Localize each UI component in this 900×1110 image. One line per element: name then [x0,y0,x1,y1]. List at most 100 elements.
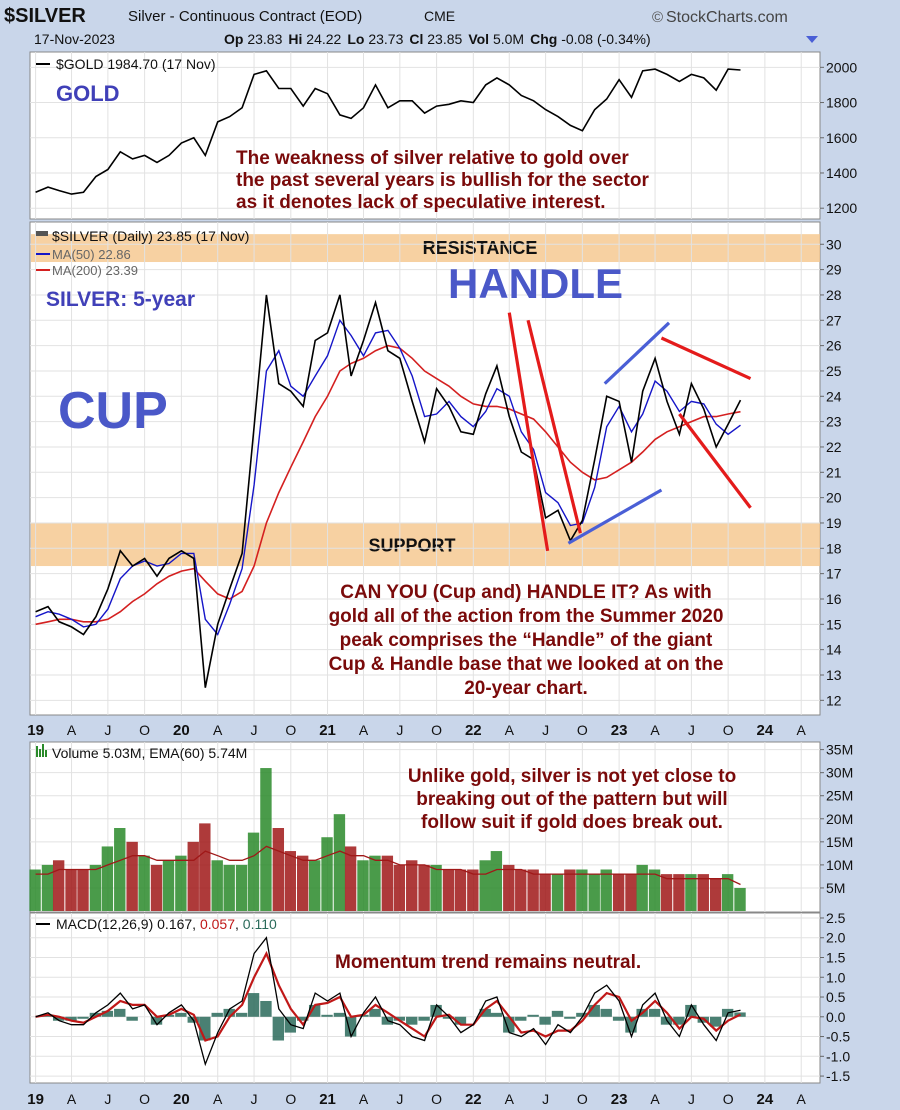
quote-chg: -0.08 (-0.34%) [561,31,650,47]
x-tick-label: A [213,1091,223,1107]
volume-bar [393,864,406,911]
x-tick-label: 20 [173,1091,190,1108]
x-tick-label: 23 [611,1091,628,1108]
trendline [603,321,671,385]
macd-histogram-bar [89,1012,102,1017]
macd-signal-line [35,950,741,1042]
macd-histogram-bar [369,1008,381,1017]
x-tick-label: A [650,1091,660,1107]
price-band [31,522,820,567]
y-tick-label: 0.5 [826,989,846,1005]
volume-bar [685,874,697,911]
gold-comment: The weakness of silver relative to gold … [236,148,649,213]
volume-bar [357,860,369,911]
y-tick-label: 5M [826,880,845,896]
ma50-legend-text: MA(50) 22.86 [52,247,131,262]
cup-annotation: CUP [58,382,168,440]
volume-bar [223,864,235,911]
macd-histogram-bar [321,1014,333,1017]
y-tick-label: 25M [826,788,853,804]
x-tick-label: 21 [319,1091,336,1108]
volume-bar [600,869,612,911]
volume-legend: Volume 5.03M, EMA(60) 5.74M [52,745,247,761]
macd-histogram-bar [296,1016,309,1021]
quote-lo: 23.73 [368,31,403,47]
macd-histogram-bar [77,1016,89,1019]
x-tick-label: O [431,722,442,738]
annotation-line: follow suit if gold does break out. [421,812,723,833]
volume-bar [490,851,503,911]
quote-op: 23.83 [247,31,282,47]
x-tick-label: A [797,722,807,738]
silver-trendlines [507,312,752,552]
silver-ma200-line [35,344,741,626]
macd-comment: Momentum trend remains neutral. [335,952,641,973]
volume-bar [284,851,296,911]
macd-histogram-bar [454,1016,467,1025]
quote-vol-label: Vol [468,31,489,47]
volume-bar [89,864,102,911]
volume-bar [77,869,89,911]
macd-histogram-bar [406,1016,418,1025]
x-tick-label: J [542,1091,549,1107]
annotation-line: Cup & Handle base that we looked at on t… [329,654,724,675]
volume-bar [636,864,648,911]
macd-histogram-bar [308,1004,321,1017]
volume-bar [235,864,248,911]
macd-histogram-bar [150,1016,163,1025]
x-tick-label: 23 [611,722,628,739]
y-tick-label: 27 [826,312,842,328]
x-tick-label: 20 [173,722,190,739]
macd-histogram-bar [503,1016,515,1033]
annotation-line: the past several years is bullish for th… [236,170,649,191]
x-tick-label: J [104,722,111,738]
macd-histogram-bar [247,993,260,1017]
quote-dropdown-icon[interactable] [806,36,818,43]
y-tick-label: 1.5 [826,950,846,966]
volume-bar [175,855,187,911]
macd-histogram-bar [648,1008,661,1017]
macd-histogram-bar [211,1012,223,1017]
volume-bar [260,768,272,911]
volume-bar [381,855,394,911]
trendline [567,488,663,545]
x-tick-label: A [67,1091,77,1107]
x-tick-label: A [505,1091,515,1107]
x-tick-label: O [723,722,734,738]
volume-bar [199,823,211,911]
y-tick-label: 12 [826,692,842,708]
y-tick-label: 26 [826,338,842,354]
trendline [678,413,752,509]
handle-annotation: HANDLE [448,260,623,307]
x-tick-label: O [285,722,296,738]
macd-histogram-bar [515,1016,527,1021]
y-tick-label: 14 [826,642,842,658]
y-tick-label: 1400 [826,165,857,181]
x-tick-label: A [650,722,660,738]
macd-panel: -1.5 -1.0 -0.5 0.0 0.5 1.0 1.5 2.0 2.5 MACD(12,2… [27,910,850,1108]
annotation-line: as it denotes lack of speculative intere… [236,192,606,213]
annotation-line: The weakness of silver relative to gold … [236,148,629,169]
volume-bar [467,869,479,911]
volume-bar [296,855,309,911]
x-tick-label: O [577,722,588,738]
silver-panel: RESISTANCE SUPPORT 12 13 14 15 16 17 18 19 20 21 22… [27,221,842,739]
x-tick-label: O [723,1091,734,1107]
header-date: 17-Nov-2023 [34,31,115,47]
quote-hi: 24.22 [306,31,341,47]
y-tick-label: 2.5 [826,910,846,926]
volume-bar [660,874,673,911]
x-tick-label: O [577,1091,588,1107]
annotation-line: Unlike gold, silver is not yet close to [408,766,736,787]
y-tick-label: 30M [826,765,853,781]
volume-bar [114,828,126,911]
silver-panel-frame [29,221,821,716]
support-label: SUPPORT [368,536,455,556]
x-tick-label: A [67,722,77,738]
y-tick-label: 30 [826,236,842,252]
y-tick-label: 23 [826,414,842,430]
volume-y-axis: 5M 10M 15M 20M 25M 30M 35M [820,742,853,896]
macd-histogram-bar [490,1012,503,1017]
volume-bar [539,874,551,911]
annotation-line: peak comprises the “Handle” of the giant [340,630,713,651]
